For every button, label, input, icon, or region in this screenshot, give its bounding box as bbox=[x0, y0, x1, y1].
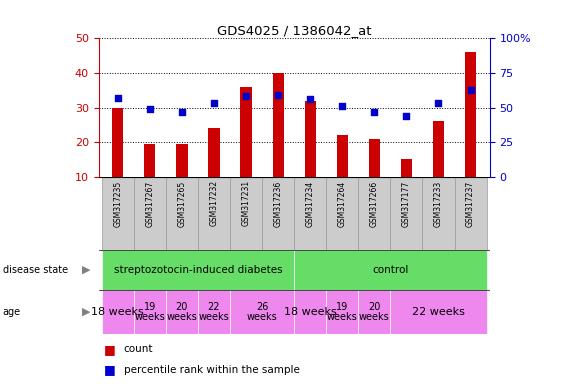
Bar bbox=[262, 177, 294, 250]
Bar bbox=[198, 177, 230, 250]
Text: ▶: ▶ bbox=[82, 265, 90, 275]
Text: ■: ■ bbox=[104, 343, 116, 356]
Point bbox=[274, 92, 283, 98]
Bar bbox=[208, 128, 220, 177]
Point bbox=[177, 109, 186, 115]
Text: GSM317266: GSM317266 bbox=[370, 180, 379, 227]
Text: 20
weeks: 20 weeks bbox=[167, 302, 197, 322]
Text: GSM317236: GSM317236 bbox=[274, 180, 283, 227]
Point bbox=[306, 96, 315, 102]
Bar bbox=[176, 144, 187, 177]
Bar bbox=[272, 73, 284, 177]
Title: GDS4025 / 1386042_at: GDS4025 / 1386042_at bbox=[217, 24, 372, 37]
Text: 22 weeks: 22 weeks bbox=[412, 307, 465, 317]
Bar bbox=[102, 290, 134, 334]
Point bbox=[113, 95, 122, 101]
Text: GSM317237: GSM317237 bbox=[466, 180, 475, 227]
Bar bbox=[102, 250, 294, 290]
Bar bbox=[454, 177, 486, 250]
Text: GSM317265: GSM317265 bbox=[177, 180, 186, 227]
Text: GSM317267: GSM317267 bbox=[145, 180, 154, 227]
Bar bbox=[134, 290, 166, 334]
Text: GSM317234: GSM317234 bbox=[306, 180, 315, 227]
Bar bbox=[369, 139, 380, 177]
Bar bbox=[102, 177, 134, 250]
Bar bbox=[390, 177, 422, 250]
Point bbox=[242, 93, 251, 99]
Text: 20
weeks: 20 weeks bbox=[359, 302, 390, 322]
Bar bbox=[230, 177, 262, 250]
Text: count: count bbox=[124, 344, 153, 354]
Bar bbox=[337, 135, 348, 177]
Bar bbox=[401, 159, 412, 177]
Text: 26
weeks: 26 weeks bbox=[247, 302, 278, 322]
Bar bbox=[166, 290, 198, 334]
Bar bbox=[422, 177, 454, 250]
Point bbox=[209, 100, 218, 106]
Bar bbox=[198, 290, 230, 334]
Bar bbox=[465, 52, 476, 177]
Text: GSM317235: GSM317235 bbox=[113, 180, 122, 227]
Point bbox=[370, 109, 379, 115]
Bar bbox=[230, 290, 294, 334]
Bar bbox=[326, 177, 358, 250]
Bar bbox=[326, 290, 358, 334]
Text: 19
weeks: 19 weeks bbox=[327, 302, 358, 322]
Text: ▶: ▶ bbox=[82, 307, 90, 317]
Text: GSM317264: GSM317264 bbox=[338, 180, 347, 227]
Bar bbox=[294, 290, 326, 334]
Point bbox=[145, 106, 154, 112]
Bar bbox=[294, 177, 326, 250]
Text: 18 weeks: 18 weeks bbox=[284, 307, 337, 317]
Text: 18 weeks: 18 weeks bbox=[91, 307, 144, 317]
Bar bbox=[166, 177, 198, 250]
Text: GSM317233: GSM317233 bbox=[434, 180, 443, 227]
Text: streptozotocin-induced diabetes: streptozotocin-induced diabetes bbox=[114, 265, 282, 275]
Text: age: age bbox=[3, 307, 21, 317]
Bar bbox=[358, 290, 390, 334]
Text: 22
weeks: 22 weeks bbox=[199, 302, 229, 322]
Bar bbox=[305, 101, 316, 177]
Text: disease state: disease state bbox=[3, 265, 68, 275]
Bar bbox=[112, 108, 123, 177]
Bar bbox=[294, 250, 486, 290]
Point bbox=[338, 103, 347, 109]
Bar bbox=[144, 144, 155, 177]
Text: GSM317232: GSM317232 bbox=[209, 180, 218, 227]
Text: 19
weeks: 19 weeks bbox=[135, 302, 165, 322]
Text: control: control bbox=[372, 265, 409, 275]
Text: ■: ■ bbox=[104, 364, 116, 377]
Bar bbox=[433, 121, 444, 177]
Point bbox=[434, 100, 443, 106]
Bar bbox=[358, 177, 390, 250]
Bar bbox=[240, 87, 252, 177]
Text: GSM317177: GSM317177 bbox=[402, 180, 411, 227]
Bar bbox=[134, 177, 166, 250]
Text: GSM317231: GSM317231 bbox=[242, 180, 251, 227]
Text: percentile rank within the sample: percentile rank within the sample bbox=[124, 365, 300, 375]
Point bbox=[402, 113, 411, 119]
Bar bbox=[390, 290, 486, 334]
Point bbox=[466, 86, 475, 93]
